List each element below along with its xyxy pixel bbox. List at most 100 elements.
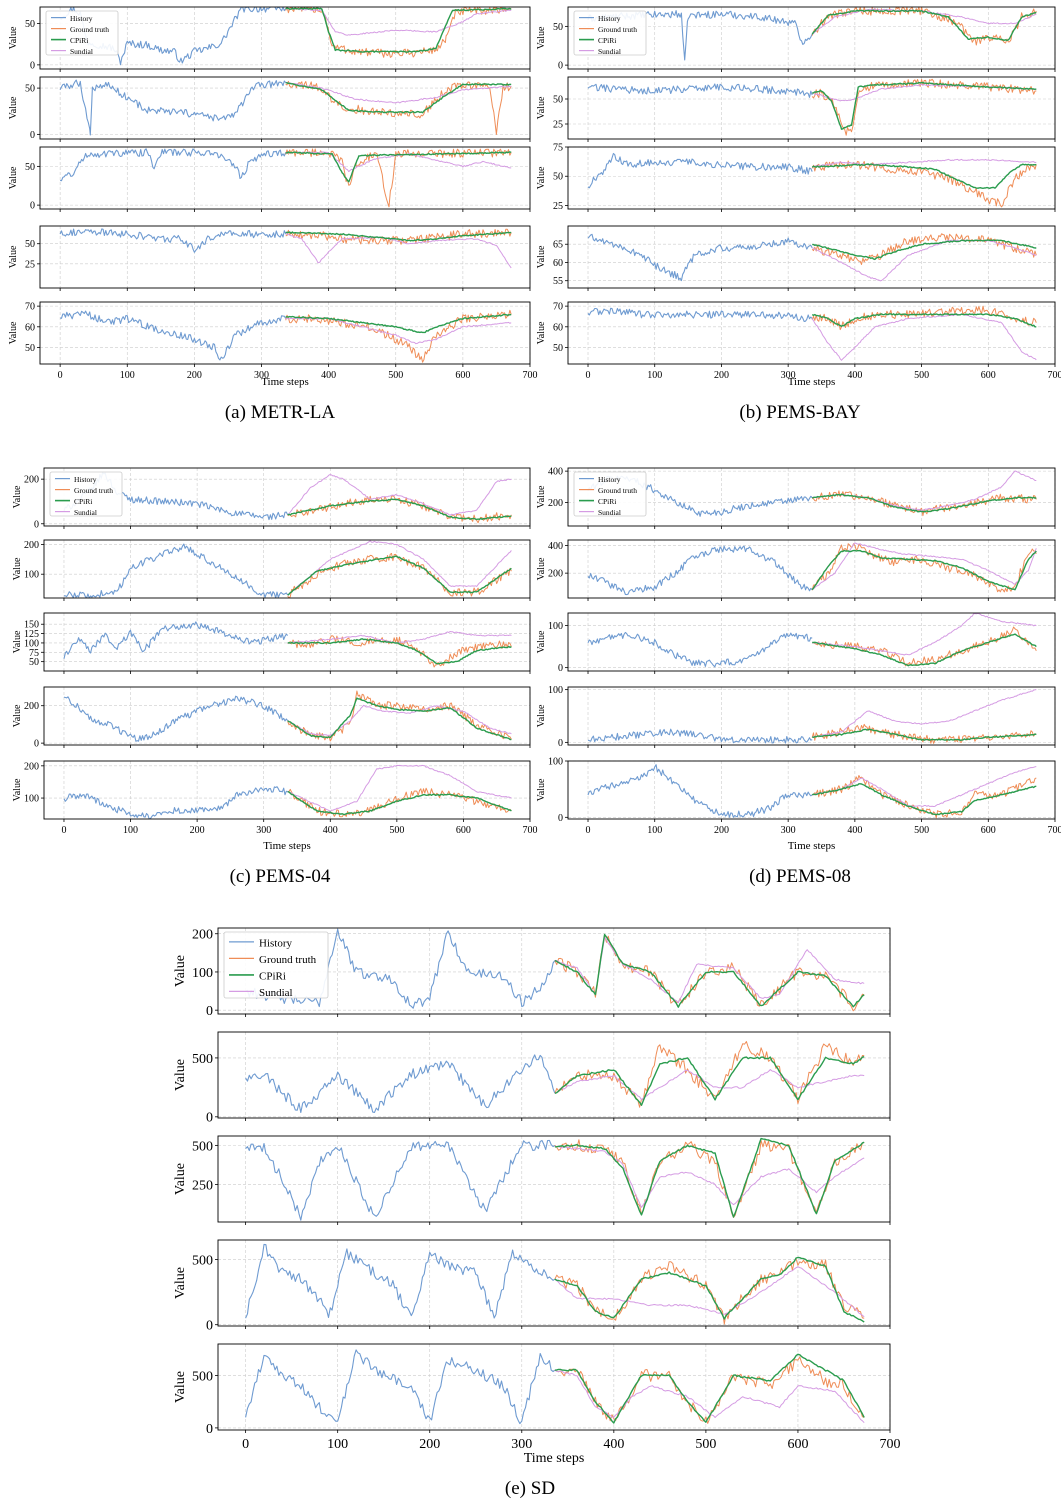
series-line-cpiri bbox=[812, 728, 1037, 741]
legend: History Ground truth CPiRi Sundial bbox=[49, 471, 123, 517]
panel-frame bbox=[567, 539, 1056, 599]
series-line-truth bbox=[285, 80, 512, 135]
y-axis-label: Value bbox=[12, 778, 23, 801]
x-tick-label: 500 bbox=[389, 825, 404, 836]
y-tick-label: 55 bbox=[553, 276, 563, 287]
series-line-history bbox=[245, 1243, 556, 1319]
y-axis-label: Value bbox=[173, 1059, 188, 1091]
chart-1: 0 50 Value History Ground truth CPiRi Sundial 2… bbox=[536, 6, 1061, 388]
panel: 0 500 Value bbox=[173, 1031, 891, 1126]
x-tick-label: 100 bbox=[647, 370, 662, 381]
series-line-history bbox=[59, 148, 287, 182]
y-tick-label: 100 bbox=[548, 757, 563, 768]
series-line-cpiri bbox=[811, 313, 1037, 328]
series-line-cpiri bbox=[812, 239, 1037, 261]
series-line-history bbox=[587, 728, 813, 744]
y-tick-label: 0 bbox=[558, 61, 563, 72]
x-tick-label: 200 bbox=[190, 825, 205, 836]
y-axis-label: Value bbox=[536, 321, 547, 344]
y-tick-label: 75 bbox=[29, 648, 39, 659]
panel-frame bbox=[43, 686, 531, 746]
y-axis-label: Value bbox=[12, 557, 23, 580]
panel-frame bbox=[39, 76, 531, 140]
series-line-truth bbox=[554, 1356, 865, 1424]
y-axis-label: Value bbox=[536, 166, 547, 189]
x-tick-label: 600 bbox=[787, 1437, 808, 1452]
y-tick-label: 0 bbox=[558, 663, 563, 674]
panel-frame bbox=[217, 927, 891, 1015]
legend-box bbox=[45, 10, 119, 56]
series-line-sundial bbox=[811, 470, 1037, 511]
y-tick-label: 400 bbox=[548, 467, 563, 478]
y-tick-label: 0 bbox=[34, 519, 39, 530]
y-axis-label: Value bbox=[8, 166, 19, 189]
series-line-sundial bbox=[285, 81, 512, 104]
x-tick-label: 300 bbox=[254, 370, 269, 381]
series-line-truth bbox=[554, 935, 865, 1012]
x-tick-label: 400 bbox=[847, 370, 862, 381]
y-tick-label: 0 bbox=[30, 60, 35, 71]
caption-pems-04: (c) PEMS-04 bbox=[229, 866, 331, 887]
panel-frame bbox=[217, 1239, 891, 1327]
series-line-sundial bbox=[287, 631, 512, 644]
y-tick-label: 0 bbox=[34, 739, 39, 750]
panel: 0 100 200 Value History Ground truth CPiRi Sund… bbox=[173, 927, 891, 1019]
x-tick-label: 400 bbox=[321, 370, 336, 381]
series-line-cpiri bbox=[287, 498, 512, 521]
series-line-sundial bbox=[554, 1069, 865, 1101]
x-axis-label: Time steps bbox=[261, 376, 309, 388]
x-tick-label: 400 bbox=[847, 825, 862, 836]
y-tick-label: 0 bbox=[30, 201, 35, 212]
y-tick-label: 50 bbox=[29, 657, 39, 668]
panel: 0 500 Value 0 100 200 300 400 500 600 700 bbox=[173, 1343, 901, 1452]
x-tick-label: 100 bbox=[120, 370, 135, 381]
series-line-history bbox=[587, 631, 813, 668]
y-tick-label: 0 bbox=[206, 1319, 213, 1334]
y-tick-label: 500 bbox=[192, 1369, 213, 1384]
y-axis-label: Value bbox=[173, 1267, 188, 1299]
panel-frame bbox=[43, 539, 531, 599]
series-line-sundial bbox=[287, 704, 512, 736]
y-axis-label: Value bbox=[536, 245, 547, 268]
legend: History Ground truth CPiRi Sundial bbox=[573, 10, 647, 56]
panel-frame bbox=[217, 1135, 891, 1223]
y-tick-label: 65 bbox=[553, 240, 563, 251]
y-axis-label: Value bbox=[173, 1163, 188, 1195]
x-tick-label: 600 bbox=[456, 825, 471, 836]
caption-pems-08: (d) PEMS-08 bbox=[749, 866, 851, 887]
legend-label: History bbox=[74, 475, 97, 484]
series-line-sundial bbox=[812, 689, 1037, 738]
series-line-history bbox=[587, 307, 813, 323]
legend-box bbox=[573, 471, 647, 517]
series-line-cpiri bbox=[554, 1353, 865, 1424]
series-line-cpiri bbox=[811, 81, 1037, 130]
series-line-sundial bbox=[554, 936, 865, 1004]
y-axis-label: Value bbox=[536, 778, 547, 801]
y-tick-label: 50 bbox=[553, 95, 563, 106]
panel-frame bbox=[217, 1343, 891, 1431]
series-line-history bbox=[587, 152, 813, 189]
series-line-cpiri bbox=[285, 231, 512, 242]
series-line-history bbox=[587, 545, 813, 596]
series-line-truth bbox=[812, 626, 1037, 667]
panel-frame bbox=[567, 6, 1056, 70]
y-tick-label: 0 bbox=[206, 1111, 213, 1126]
y-tick-label: 200 bbox=[548, 569, 563, 580]
legend-label: Ground truth bbox=[70, 25, 109, 34]
y-tick-label: 50 bbox=[25, 239, 35, 250]
y-tick-label: 70 bbox=[553, 302, 563, 313]
series-line-cpiri bbox=[811, 783, 1037, 816]
legend: History Ground truth CPiRi Sundial bbox=[45, 10, 119, 56]
series-line-sundial bbox=[812, 766, 1037, 807]
series-line-sundial bbox=[812, 613, 1037, 656]
legend-label: CPiRi bbox=[70, 36, 88, 45]
x-tick-label: 100 bbox=[647, 825, 662, 836]
panel-frame bbox=[567, 686, 1056, 746]
panel: 0 50 Value bbox=[8, 146, 531, 212]
y-axis-label: Value bbox=[536, 630, 547, 653]
x-tick-label: 700 bbox=[880, 1437, 901, 1452]
series-line-cpiri bbox=[811, 163, 1037, 190]
